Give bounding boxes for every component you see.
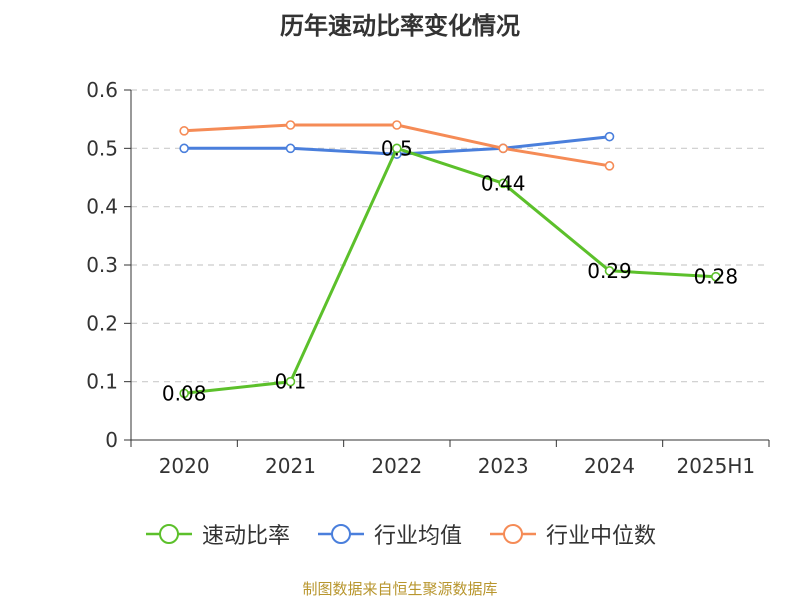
data-point xyxy=(285,143,296,154)
y-tick-label: 0.2 xyxy=(86,311,118,335)
legend-swatch-marker xyxy=(330,524,351,544)
y-tick-label: 0.3 xyxy=(86,253,118,277)
x-tick-label: 2025H1 xyxy=(676,454,755,478)
legend-swatch-marker xyxy=(158,524,179,544)
x-tick-label: 2023 xyxy=(478,454,529,478)
data-label: 0.28 xyxy=(694,265,739,289)
legend-swatch-icon xyxy=(317,524,364,544)
y-tick-label: 0 xyxy=(105,428,118,452)
legend-swatch-marker xyxy=(503,524,523,544)
data-point xyxy=(179,143,189,154)
series-lines xyxy=(179,120,721,399)
data-point xyxy=(711,271,721,282)
data-point xyxy=(392,120,402,130)
legend-item[interactable]: 速动比率 xyxy=(144,518,290,550)
y-tick-label: 0.1 xyxy=(86,370,118,394)
data-label: 0.29 xyxy=(587,259,632,283)
legend-swatch-icon xyxy=(145,524,192,544)
data-labels: 0.08 0.1 0.5 0.44 0.29 0.28 xyxy=(162,136,738,405)
x-tick-label: 2022 xyxy=(371,454,422,478)
x-tick-label: 2024 xyxy=(584,454,635,478)
series-line xyxy=(184,146,716,395)
legend-label: 速动比率 xyxy=(201,524,290,549)
data-point xyxy=(392,143,402,154)
legend-item[interactable]: 行业中位数 xyxy=(488,518,656,550)
x-tick-label: 2020 xyxy=(159,454,210,478)
data-label: 0.5 xyxy=(381,136,413,160)
x-tick-label: 2021 xyxy=(265,454,316,478)
data-label: 0.44 xyxy=(481,171,526,195)
legend-item[interactable]: 行业均值 xyxy=(316,518,462,550)
y-tick-label: 0.4 xyxy=(86,195,118,219)
gridlines xyxy=(131,89,769,383)
data-point xyxy=(604,266,615,276)
source-note: 制图数据来自恒生聚源数据库 xyxy=(302,580,498,598)
y-tick-label: 0.5 xyxy=(86,136,118,160)
data-label: 0.08 xyxy=(162,381,207,405)
data-point xyxy=(604,131,615,142)
data-point xyxy=(498,178,508,189)
data-point xyxy=(285,120,296,130)
chart-title: 历年速动比率变化情况 xyxy=(280,12,520,40)
legend-swatch-icon xyxy=(490,524,536,544)
data-point xyxy=(179,126,189,136)
y-tick-label: 0.6 xyxy=(86,78,118,102)
axes: 0 0.1 0.2 0.3 0.4 0.5 0.6 2020 2021 2022 2023 2024 2… xyxy=(86,78,770,478)
legend-label: 行业中位数 xyxy=(546,524,657,549)
data-point xyxy=(498,143,508,154)
data-label: 0.1 xyxy=(275,370,307,394)
data-point xyxy=(285,376,296,387)
chart-legend: 速动比率 行业均值 行业中位数 xyxy=(0,518,800,550)
legend-label: 行业均值 xyxy=(373,524,462,549)
data-point xyxy=(179,388,189,399)
data-point xyxy=(604,161,615,171)
